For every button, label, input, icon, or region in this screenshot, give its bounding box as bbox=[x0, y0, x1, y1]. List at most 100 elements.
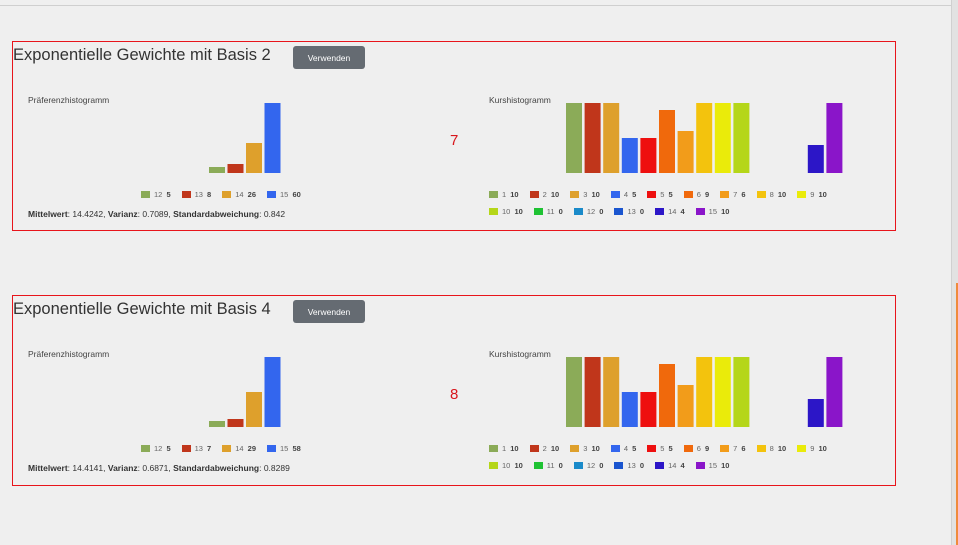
histogram-bar-14 bbox=[807, 399, 824, 427]
legend-item-13: 13 7 bbox=[181, 444, 212, 453]
legend-swatch bbox=[489, 208, 498, 215]
legend-swatch bbox=[610, 445, 620, 452]
histogram-bar-1 bbox=[566, 103, 582, 173]
legend-key: 11 bbox=[546, 207, 555, 216]
histogram-bar-2 bbox=[584, 103, 601, 173]
legend-key: 9 bbox=[810, 190, 815, 199]
legend-item-6: 6 9 bbox=[683, 444, 710, 453]
legend-item-14: 14 26 bbox=[222, 190, 256, 199]
legend-count: 0 bbox=[599, 461, 604, 470]
legend-key: 12 bbox=[586, 461, 596, 470]
use-button[interactable]: Verwenden bbox=[293, 300, 365, 323]
panel-title: Exponentielle Gewichte mit Basis 2 bbox=[13, 46, 271, 64]
mean-value: 14.4141 bbox=[72, 463, 104, 473]
legend-count: 4 bbox=[680, 207, 685, 216]
top-divider bbox=[0, 5, 951, 6]
std-deviation-label: Standardabweichung bbox=[173, 463, 260, 473]
legend-swatch bbox=[647, 191, 657, 198]
legend-count: 10 bbox=[514, 207, 523, 216]
legend-count: 10 bbox=[777, 444, 787, 453]
legend-count: 10 bbox=[777, 190, 787, 199]
legend-count: 0 bbox=[639, 461, 645, 470]
legend-count: 9 bbox=[704, 444, 710, 453]
legend-key: 15 bbox=[280, 444, 289, 453]
preference-histogram-label: Präferenzhistogramm bbox=[28, 95, 110, 105]
legend-item-13: 13 8 bbox=[181, 190, 212, 199]
legend-item-14: 14 29 bbox=[222, 444, 256, 453]
histogram-bar-1 bbox=[566, 357, 582, 427]
legend-swatch bbox=[570, 445, 580, 452]
histogram-bar-15 bbox=[826, 357, 843, 427]
histogram-bar-15 bbox=[264, 103, 281, 173]
legend-swatch bbox=[610, 191, 620, 198]
variance-value: 0.7089 bbox=[142, 209, 169, 219]
legend-item-12: 12 5 bbox=[141, 444, 171, 453]
legend-swatch bbox=[683, 445, 693, 452]
legend-key: 11 bbox=[546, 461, 555, 470]
legend-item-5: 5 5 bbox=[647, 444, 673, 453]
legend-swatch bbox=[797, 445, 807, 452]
variance-value: 0.6871 bbox=[142, 463, 169, 473]
legend-key: 10 bbox=[502, 207, 511, 216]
legend-key: 4 bbox=[623, 190, 628, 199]
legend-swatch bbox=[720, 445, 730, 452]
legend-key: 13 bbox=[194, 444, 203, 453]
histogram-bar-3 bbox=[603, 103, 620, 173]
preference-histogram-legend: 12 5 13 8 14 26 15 60 bbox=[141, 190, 312, 199]
legend-count: 0 bbox=[599, 207, 604, 216]
legend-swatch bbox=[181, 445, 191, 452]
legend-swatch bbox=[529, 445, 539, 452]
legend-count: 58 bbox=[292, 444, 301, 453]
histogram-bar-4 bbox=[621, 138, 638, 173]
legend-count: 8 bbox=[207, 190, 212, 199]
scrollbar[interactable] bbox=[951, 0, 958, 545]
legend-item-15: 15 10 bbox=[695, 461, 729, 470]
preference-histogram-chart bbox=[209, 103, 281, 173]
legend-item-15: 15 10 bbox=[695, 207, 729, 216]
legend-count: 26 bbox=[247, 190, 256, 199]
legend-item-12: 12 0 bbox=[573, 461, 604, 470]
legend-swatch bbox=[181, 191, 191, 198]
legend-item-3: 3 10 bbox=[570, 444, 600, 453]
legend-swatch bbox=[141, 191, 150, 198]
preference-histogram-legend: 12 5 13 7 14 29 15 58 bbox=[141, 444, 312, 453]
legend-key: 15 bbox=[708, 207, 718, 216]
legend-count: 5 bbox=[668, 190, 673, 199]
legend-item-9: 9 10 bbox=[797, 190, 827, 199]
legend-swatch bbox=[267, 191, 276, 198]
legend-key: 4 bbox=[623, 444, 628, 453]
legend-item-10: 10 10 bbox=[489, 207, 523, 216]
std-deviation-value: 0.842 bbox=[263, 209, 286, 219]
legend-key: 1 bbox=[502, 190, 507, 199]
legend-key: 14 bbox=[235, 190, 244, 199]
legend-count: 7 bbox=[207, 444, 212, 453]
legend-item-15: 15 58 bbox=[267, 444, 301, 453]
legend-key: 12 bbox=[586, 207, 596, 216]
legend-swatch bbox=[141, 445, 150, 452]
legend-item-13: 13 0 bbox=[614, 207, 644, 216]
legend-swatch bbox=[489, 445, 498, 452]
legend-item-14: 14 4 bbox=[655, 461, 685, 470]
legend-item-15: 15 60 bbox=[267, 190, 301, 199]
scrollbar-thumb[interactable] bbox=[956, 283, 958, 545]
legend-key: 15 bbox=[708, 461, 718, 470]
legend-count: 4 bbox=[680, 461, 685, 470]
use-button[interactable]: Verwenden bbox=[293, 46, 365, 69]
legend-item-2: 2 10 bbox=[529, 444, 560, 453]
legend-item-2: 2 10 bbox=[529, 190, 559, 199]
histogram-bar-13 bbox=[227, 164, 244, 173]
legend-key: 1 bbox=[502, 444, 507, 453]
legend-count: 60 bbox=[292, 190, 301, 199]
legend-count: 0 bbox=[558, 207, 563, 216]
histogram-bar-13 bbox=[227, 419, 244, 427]
histogram-bar-3 bbox=[603, 357, 620, 427]
legend-count: 10 bbox=[514, 461, 523, 470]
course-histogram-label: Kurshistogramm bbox=[489, 349, 551, 359]
legend-swatch bbox=[222, 445, 232, 452]
legend-count: 10 bbox=[550, 444, 560, 453]
legend-swatch bbox=[573, 208, 583, 215]
mean-label: Mittelwert bbox=[28, 209, 68, 219]
histogram-bar-7 bbox=[677, 385, 694, 427]
legend-swatch bbox=[614, 462, 624, 469]
legend-item-7: 7 6 bbox=[720, 190, 746, 199]
